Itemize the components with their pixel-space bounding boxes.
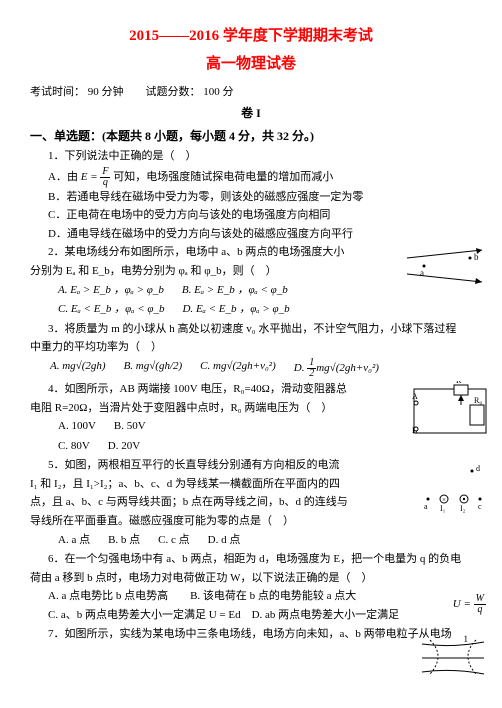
q7-stem-a: 7．如图所示，实线为某电场中三条电场线，电场方向未知，a、b 两带电粒子从电场 [30, 626, 472, 644]
q2-stem-a: 2．某电场线分布如图所示，电场中 a、b 两点的电场强度大小 a b [30, 244, 472, 262]
q2-optB: B. Eₐ > E_b ，φₐ < φ_b [182, 282, 288, 300]
title-sub: 高一物理试卷 [30, 52, 472, 76]
q5-stem-a: 5．如图，两根相互平行的长直导线分别通有方向相反的电流 a d c × I₁ I… [30, 457, 472, 475]
title-main: 2015——2016 学年度下学期期末考试 [30, 24, 472, 48]
q6-row1: A. a 点电势比 b 点电势高 B. 该电荷在 b 点的电势能较 a 点大 U… [30, 588, 472, 606]
q4-optA: A. 100V [58, 418, 96, 436]
q5-stem-d: 导线所在平面垂直。磁感应强度可能为零的点是（ ） [30, 513, 472, 531]
q3-stem-b: 中重力的平均功率为（ ） [30, 339, 472, 357]
q6-optD: D. ab 两点电势差大小一定满足 [252, 609, 400, 621]
q1-a-post: 可知，电场强度随试探电荷电量的增加而减小 [113, 171, 333, 183]
q6-optC: C. a、b 两点电势差大小一定满足 U = Ed [48, 609, 241, 621]
q6-stem-a: 6．在一个匀强电场中有 a、b 两点，相距为 d，电场强度为 E，把一个电量为 … [30, 551, 472, 569]
q1-a-pre: A．由 [48, 171, 81, 183]
q4-options2: C. 80V D. 20V [30, 438, 472, 456]
q2-optC: C. Eₐ < E_b ，φₐ < φ_b [58, 301, 164, 319]
q2-options2: C. Eₐ < E_b ，φₐ < φ_b D. Eₐ < E_b ，φₐ > … [30, 301, 472, 319]
q2-label-b: b [474, 252, 479, 262]
q1-optD: D．通电导线在磁场中的受力方向与该处的磁感应强度方向平行 [30, 226, 472, 244]
q2-optA: A. Eₐ > E_b ，φₐ > φ_b [58, 282, 164, 300]
exam-page: 2015——2016 学年度下学期期末考试 高一物理试卷 考试时间： 90 分钟… [0, 0, 502, 664]
section1-head: 一、单选题：(本题共 8 小题，每小题 4 分，共 32 分。) [30, 127, 472, 146]
q5-stem-a-text: 5．如图，两根相互平行的长直导线分别通有方向相反的电流 [48, 459, 340, 471]
svg-text:c: c [478, 502, 482, 511]
q5-stem-b: I₁ 和 I₂，且 I₁>I₂；a、b、c、d 为导线某一横截面所在平面内的四 [30, 476, 472, 494]
exam-info: 考试时间： 90 分钟 试题分数： 100 分 [30, 84, 472, 102]
q6-optB: B. 该电荷在 b 点的电势能较 a 点大 [190, 590, 356, 602]
q5-optB: B. b 点 [108, 532, 140, 550]
q5-options: A. a 点 B. b 点 C. c 点 D. d 点 [30, 532, 472, 550]
svg-text:d: d [476, 464, 480, 473]
q5-stem-c: 点，且 a、b、c 与两导线共面；b 点在两导线之间，b、d 的连线与 [30, 494, 472, 512]
svg-text:R₀: R₀ [474, 396, 482, 405]
q7-stem-a-text: 7．如图所示，实线为某电场中三条电场线，电场方向未知，a、b 两带电粒子从电场 [48, 628, 452, 640]
q6-stem-b: 荷由 a 移到 b 点时，电场力对电荷做正功 W，以下说法正确的是（ ） [30, 570, 472, 588]
q4-optD: D. 20V [108, 438, 140, 456]
q2-stem-b: 分别为 Eₐ 和 E_b，电势分别为 φₐ 和 φ_b，则（ ） [30, 263, 472, 281]
q4-options: A. 100V B. 50V [30, 418, 472, 436]
q5-optA: A. a 点 [58, 532, 90, 550]
q1-optC: C．正电荷在电场中的受力方向与该处的电场强度方向相同 [30, 207, 472, 225]
q3-optC: C. mg√(2gh+v₀²) [200, 358, 276, 379]
q4-stem-b: 电阻 R=20Ω，当滑片处于变阻器中点时，R₀ 两端电压为（ ） [30, 400, 472, 418]
svg-text:R: R [456, 381, 462, 385]
q6-optA: A. a 点电势比 b 点电势高 [48, 590, 168, 602]
q4-stem-a: 4．如图所示，AB 两端接 100V 电压，R₀=40Ω，滑动变阻器总 R R₀… [30, 381, 472, 399]
q3-options: A. mg√(2gh) B. mg√(gh/2) C. mg√(2gh+v₀²)… [30, 358, 472, 379]
q5-optC: C. c 点 [158, 532, 189, 550]
q7-diagram [416, 638, 490, 678]
score-value: 100 分 [203, 86, 233, 98]
time-label: 考试时间： [30, 86, 85, 98]
q3-optA: A. mg√(2gh) [50, 358, 106, 379]
q1-optB: B．若通电导线在磁场中受力为零，则该处的磁感应强度一定为零 [30, 189, 472, 207]
q1-a-formula: E = Fq [81, 171, 114, 183]
q6-row2: C. a、b 两点电势差大小一定满足 U = Ed D. ab 两点电势差大小一… [30, 607, 472, 625]
score-label: 试题分数： [146, 86, 201, 98]
juan-label: 卷 I [30, 104, 472, 123]
q4-optB: B. 50V [114, 418, 146, 436]
q1-stem: 1．下列说法中正确的是（ ） [30, 148, 472, 166]
q5-optD: D. d 点 [208, 532, 241, 550]
page-number: 1 [464, 632, 469, 646]
q2-optD: D. Eₐ < E_b ，φₐ > φ_b [182, 301, 289, 319]
q3-stem-a: 3．将质量为 m 的小球从 h 高处以初速度 v₀ 水平抛出，不计空气阻力，小球… [30, 321, 472, 339]
q4-optC: C. 80V [58, 438, 90, 456]
q3-optD: D. 12mg√(2gh+v₀²) [294, 358, 379, 379]
time-value: 90 分钟 [88, 86, 124, 98]
q2-stem-a-text: 2．某电场线分布如图所示，电场中 a、b 两点的电场强度大小 [48, 246, 344, 258]
q3-optB: B. mg√(gh/2) [124, 358, 183, 379]
q4-stem-a-text: 4．如图所示，AB 两端接 100V 电压，R₀=40Ω，滑动变阻器总 [48, 383, 347, 395]
q1-optA: A．由 E = Fq 可知，电场强度随试探电荷电量的增加而减小 [30, 167, 472, 188]
